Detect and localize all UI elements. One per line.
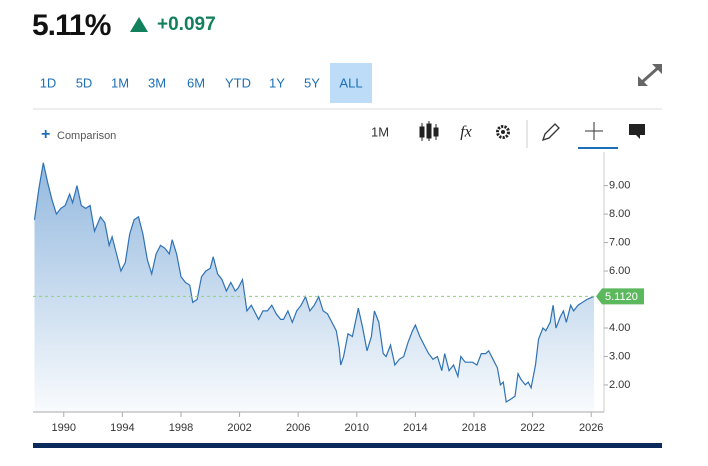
price: 5.11% (32, 9, 111, 42)
x-tick-label: 1994 (110, 422, 134, 434)
x-tick-label: 2010 (345, 422, 369, 434)
line (33, 162, 595, 404)
interval[interactable]: 1M (371, 124, 389, 139)
y-tick-label: 9.00 (609, 180, 630, 192)
current-label: 5.1120 (605, 291, 638, 303)
settings-icon[interactable] (496, 125, 510, 139)
change: +0.097 (157, 14, 216, 35)
tabs: 1D 5D 1M 3M 6M YTD 1Y 5Y ALL (40, 63, 372, 103)
tab[interactable]: 1D (40, 75, 57, 90)
x-tick-label: 1998 (169, 422, 193, 434)
y-tick-label: 8.00 (609, 208, 630, 220)
tab[interactable]: 1Y (269, 75, 285, 90)
y-tick-label: 4.00 (609, 322, 630, 334)
comment-icon[interactable] (629, 124, 645, 139)
expand-icon[interactable] (638, 64, 662, 86)
draw-icon[interactable] (541, 123, 560, 142)
candles-icon[interactable] (419, 121, 439, 141)
tab[interactable]: 1M (111, 75, 129, 90)
tab[interactable]: 5Y (304, 75, 320, 90)
x-tick-label: 2014 (403, 422, 427, 434)
x-tick-label: 2026 (579, 422, 603, 434)
footer-bar (33, 443, 662, 448)
active-tab-bg (330, 63, 372, 103)
x-tick-label: 2006 (286, 422, 310, 434)
crosshair-icon[interactable] (585, 122, 603, 140)
plot: 2.00 3.00 4.00 6.00 7.00 8.00 9.00 1990 1994 1998… (33, 152, 644, 434)
x-tick-label: 2002 (227, 422, 251, 434)
indicators[interactable]: fx (460, 124, 472, 141)
x-tick-label: 2018 (462, 422, 486, 434)
y-tick-label: 7.00 (609, 236, 630, 248)
tab[interactable]: ALL (339, 75, 362, 90)
y-tick-label: 6.00 (609, 265, 630, 277)
current-marker (596, 288, 644, 305)
y-tick-label: 2.00 (609, 379, 630, 391)
tab[interactable]: 3M (148, 75, 166, 90)
up-arrow (130, 17, 148, 32)
plus-icon[interactable]: + (41, 126, 50, 143)
x-tick-label: 1990 (52, 422, 76, 434)
x-tick-label: 2022 (520, 422, 544, 434)
tab[interactable]: 6M (187, 75, 205, 90)
comparison[interactable]: Comparison (57, 130, 116, 142)
y-tick-label: 3.00 (609, 350, 630, 362)
area-fill (34, 162, 595, 412)
tab[interactable]: 5D (76, 75, 93, 90)
tab[interactable]: YTD (225, 75, 251, 90)
